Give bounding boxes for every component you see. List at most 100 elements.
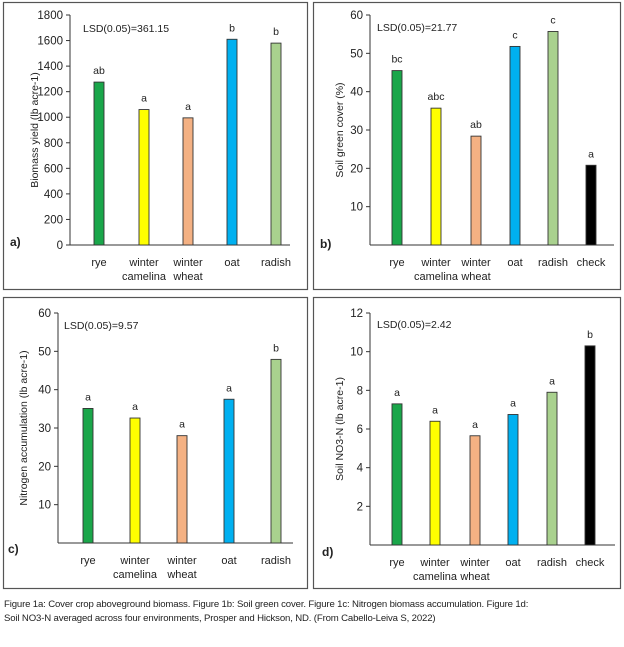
x-tick-label: winter <box>459 557 490 569</box>
bar-winter-wheat <box>176 435 188 544</box>
chart-panel-a: 0 200 400 600 800 1000 1200 1400 1600 1800 Biomass… <box>2 1 309 291</box>
significance-letter: a <box>472 419 478 431</box>
x-tick-label: check <box>577 257 606 269</box>
panel-label: d) <box>322 545 333 559</box>
x-tick-label: wheat <box>459 571 489 583</box>
bar-radish <box>546 391 558 546</box>
x-tick-label: radish <box>261 555 291 567</box>
y-tick-label: 200 <box>44 214 63 226</box>
y-tick-label: 6 <box>357 424 363 436</box>
panel-border <box>2 1 309 291</box>
y-axis-label: Soil NO3-N (lb acre-1) <box>334 377 346 481</box>
y-tick-label: 1600 <box>37 36 63 48</box>
x-tick-label: camelina <box>414 271 459 283</box>
lsd-annotation: LSD(0.05)=9.57 <box>64 320 139 332</box>
bar-check <box>585 164 597 246</box>
panel-label: c) <box>8 542 19 556</box>
x-tick-label: wheat <box>166 569 196 581</box>
bar-oat <box>226 38 238 246</box>
significance-letter: ab <box>470 119 482 131</box>
x-tick-label: winter <box>166 555 197 567</box>
bar-rye <box>391 70 403 246</box>
significance-letter: b <box>587 329 593 341</box>
y-tick-label: 50 <box>350 48 363 60</box>
significance-letter: c <box>550 14 555 26</box>
y-tick-label: 20 <box>38 461 51 473</box>
x-tick-label: camelina <box>122 271 167 283</box>
y-tick-label: 1000 <box>37 112 63 124</box>
panel-label: b) <box>320 237 331 251</box>
y-tick-label: 12 <box>350 308 363 320</box>
panel-border <box>312 296 622 590</box>
bar-winter-camelina <box>430 107 442 246</box>
bar-rye <box>391 403 403 546</box>
significance-letter: abc <box>428 91 445 103</box>
y-tick-label: 600 <box>44 163 63 175</box>
y-tick-label: 40 <box>350 87 363 99</box>
x-tick-label: radish <box>261 257 291 269</box>
y-tick-label: 0 <box>57 240 63 252</box>
bar-oat <box>507 414 519 546</box>
significance-letter: a <box>394 387 400 399</box>
y-axis-label: Nitrogen accumulation (lb acre-1) <box>18 350 30 505</box>
significance-letter: a <box>226 382 232 394</box>
bar-oat <box>223 398 235 544</box>
y-tick-label: 800 <box>44 138 63 150</box>
significance-letter: a <box>132 401 138 413</box>
bar-winter-camelina <box>429 420 441 546</box>
x-tick-label: winter <box>460 257 491 269</box>
chart-panel-d: 2 4 6 8 10 12 Soil NO3-N (lb acre-1) LSD(0.05)=… <box>312 296 622 590</box>
y-axis-label: Biomass yield (lb acre-1) <box>29 72 41 188</box>
x-tick-label: winter <box>119 555 150 567</box>
y-tick-label: 2 <box>357 501 363 513</box>
x-tick-label: oat <box>221 555 236 567</box>
y-tick-label: 60 <box>38 308 51 320</box>
y-tick-label: 20 <box>350 163 363 175</box>
y-tick-label: 8 <box>357 385 363 397</box>
figure: 0 200 400 600 800 1000 1200 1400 1600 1800 Biomass… <box>2 1 622 590</box>
x-tick-label: winter <box>420 257 451 269</box>
y-tick-label: 60 <box>350 10 363 22</box>
bar-radish <box>547 31 559 246</box>
x-tick-label: oat <box>224 257 239 269</box>
x-tick-label: rye <box>80 555 95 567</box>
x-tick-label: rye <box>91 257 106 269</box>
chart-panel-b: 10 20 30 40 50 60 Soil green cover (%) LSD(0.05… <box>312 1 622 291</box>
x-tick-label: winter <box>128 257 159 269</box>
panel-label: a) <box>10 235 21 249</box>
significance-letter: a <box>510 398 516 410</box>
bar-winter-wheat <box>470 135 482 246</box>
bar-winter-wheat <box>469 435 481 546</box>
lsd-annotation: LSD(0.05)=21.77 <box>377 22 457 34</box>
y-tick-label: 40 <box>38 385 51 397</box>
significance-letter: a <box>141 93 147 105</box>
y-tick-label: 400 <box>44 189 63 201</box>
x-tick-label: radish <box>538 257 568 269</box>
x-tick-label: rye <box>389 257 404 269</box>
x-tick-label: winter <box>419 557 450 569</box>
bar-winter-camelina <box>138 109 150 246</box>
caption-line-1: Figure 1a: Cover crop aboveground biomas… <box>4 599 529 610</box>
y-tick-label: 1800 <box>37 10 63 22</box>
y-tick-label: 30 <box>38 423 51 435</box>
significance-letter: a <box>432 404 438 416</box>
significance-letter: a <box>185 101 191 113</box>
y-tick-label: 1400 <box>37 61 63 73</box>
significance-letter: b <box>229 22 235 34</box>
lsd-annotation: LSD(0.05)=361.15 <box>83 23 169 35</box>
y-tick-label: 4 <box>357 463 364 475</box>
significance-letter: a <box>588 148 594 160</box>
y-tick-label: 30 <box>350 125 363 137</box>
x-tick-label: winter <box>172 257 203 269</box>
significance-letter: b <box>273 342 279 354</box>
y-tick-label: 1200 <box>37 87 63 99</box>
y-axis-label: Soil green cover (%) <box>334 82 346 177</box>
bar-rye <box>93 81 105 246</box>
x-tick-label: rye <box>389 557 404 569</box>
significance-letter: c <box>512 29 517 41</box>
x-tick-label: radish <box>537 557 567 569</box>
significance-letter: a <box>179 419 185 431</box>
panel-border <box>312 1 622 291</box>
bar-winter-wheat <box>182 117 194 246</box>
x-tick-label: wheat <box>460 271 490 283</box>
